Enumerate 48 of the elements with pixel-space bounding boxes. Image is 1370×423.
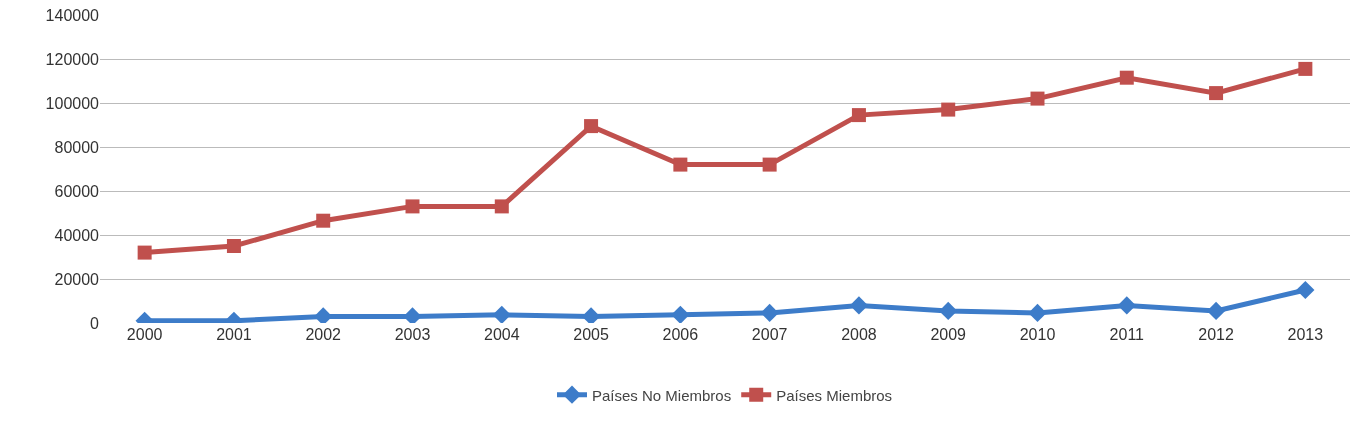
point bbox=[1206, 301, 1226, 320]
point bbox=[673, 157, 688, 172]
x-tick-label: 2000 bbox=[126, 326, 163, 343]
y-tick-label: 140000 bbox=[45, 6, 100, 24]
point bbox=[1209, 86, 1224, 101]
x-tick-label: 2005 bbox=[573, 326, 609, 343]
point bbox=[671, 305, 690, 323]
point bbox=[851, 108, 866, 123]
x-tick-label: 2011 bbox=[1109, 326, 1145, 343]
point bbox=[1296, 280, 1315, 300]
point bbox=[760, 303, 779, 322]
point bbox=[1117, 296, 1136, 315]
point bbox=[849, 296, 869, 315]
point bbox=[939, 301, 958, 320]
x-tick-label: 2013 bbox=[1287, 326, 1324, 343]
x-tick-label: 2002 bbox=[305, 326, 342, 343]
x-tick-label: 2001 bbox=[216, 326, 252, 343]
point bbox=[1119, 70, 1134, 85]
y-tick-label: 0 bbox=[90, 314, 100, 332]
x-tick-label: 2008 bbox=[841, 326, 877, 343]
point bbox=[1030, 91, 1045, 106]
y-tick-label: 60000 bbox=[54, 182, 100, 200]
x-tick-label: 2010 bbox=[1019, 326, 1056, 343]
legend-label: Países Miembros bbox=[776, 386, 893, 404]
x-tick-label: 2007 bbox=[751, 326, 788, 343]
x-tick-label: 2012 bbox=[1198, 326, 1234, 343]
point bbox=[492, 305, 511, 323]
point bbox=[1028, 303, 1047, 322]
x-tick-label: 2009 bbox=[930, 326, 967, 343]
point bbox=[762, 157, 777, 172]
point bbox=[405, 199, 420, 214]
point bbox=[581, 307, 601, 323]
point bbox=[1298, 61, 1313, 76]
y-tick-label: 20000 bbox=[54, 270, 100, 288]
point bbox=[584, 119, 599, 134]
x-tick-label: 2003 bbox=[394, 326, 431, 343]
y-tick-label: 120000 bbox=[45, 50, 100, 68]
point bbox=[941, 102, 956, 117]
point bbox=[316, 213, 331, 228]
y-tick-label: 40000 bbox=[54, 226, 100, 244]
point bbox=[137, 245, 152, 260]
legend-label: Países No Miembros bbox=[592, 386, 732, 404]
point bbox=[494, 199, 509, 214]
y-tick-label: 80000 bbox=[54, 138, 100, 156]
x-tick-label: 2004 bbox=[483, 326, 520, 343]
x-tick-label: 2006 bbox=[662, 326, 699, 343]
y-tick-label: 100000 bbox=[45, 94, 100, 112]
point bbox=[226, 239, 241, 253]
